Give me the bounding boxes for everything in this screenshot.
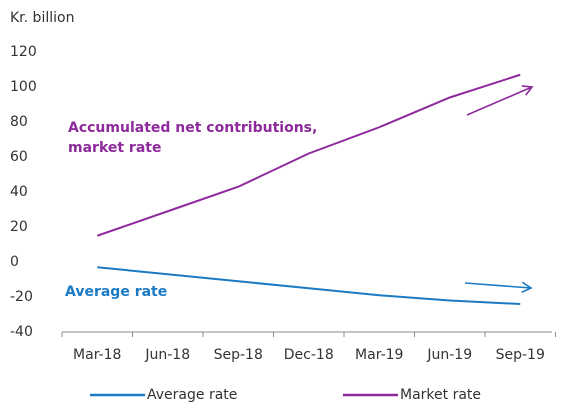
y-tick-label: 100 xyxy=(10,79,37,95)
legend-label: Market rate xyxy=(400,387,481,403)
y-tick-label: 120 xyxy=(10,44,37,60)
annotation: market rate xyxy=(68,140,161,156)
y-tick-label: 60 xyxy=(10,149,28,165)
x-tick-label: Sep-18 xyxy=(214,347,263,363)
x-tick-label: Sep-19 xyxy=(496,347,545,363)
x-tick-label: Dec-18 xyxy=(284,347,334,363)
y-tick-label: 20 xyxy=(10,219,28,235)
y-tick-label: 80 xyxy=(10,114,28,130)
y-tick-label: -20 xyxy=(10,289,33,305)
y-tick-label: -40 xyxy=(10,324,33,340)
series-line xyxy=(97,266,521,305)
y-tick-label: 0 xyxy=(10,254,19,270)
x-tick-label: Jun-19 xyxy=(426,347,472,363)
x-tick-label: Mar-18 xyxy=(73,347,121,363)
annotation: Accumulated net contributions, xyxy=(68,120,317,136)
annotation: Average rate xyxy=(65,284,167,300)
y-tick-label: 40 xyxy=(10,184,28,200)
x-tick-label: Mar-19 xyxy=(355,347,403,363)
y-axis-label: Kr. billion xyxy=(10,10,74,26)
arrow xyxy=(464,281,533,294)
legend-label: Average rate xyxy=(147,387,237,403)
series-line xyxy=(96,73,521,237)
x-tick-label: Jun-18 xyxy=(144,347,190,363)
arrow xyxy=(466,85,534,116)
